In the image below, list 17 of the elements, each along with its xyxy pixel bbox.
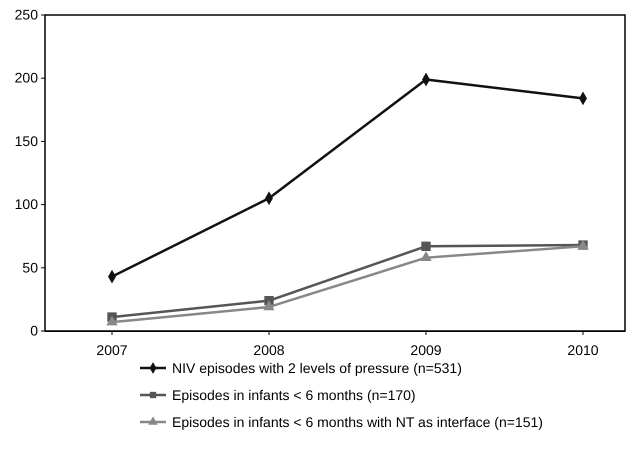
point: [106, 316, 118, 326]
x-tick-label: 2009: [410, 342, 442, 358]
legend-label: Episodes in infants < 6 months (n=170): [172, 387, 416, 403]
legend-label: NIV episodes with 2 levels of pressure (n=531): [172, 360, 462, 376]
y-tick-label: 0: [30, 322, 38, 338]
y-tick-label: 50: [22, 259, 38, 276]
legend-label: Episodes in infants < 6 months with NT as interface (n=151): [172, 414, 543, 430]
y-tick-label: 100: [14, 196, 38, 212]
x-tick-label: 2010: [567, 342, 599, 358]
x-tick-label: 2008: [253, 342, 285, 358]
point: [421, 242, 431, 251]
y-tick-label: 250: [14, 6, 38, 22]
y-tick-label: 200: [14, 70, 38, 86]
x-tick-label: 2007: [96, 342, 128, 358]
y-tick-label: 150: [14, 132, 38, 149]
point: [420, 252, 432, 261]
point: [264, 300, 274, 310]
